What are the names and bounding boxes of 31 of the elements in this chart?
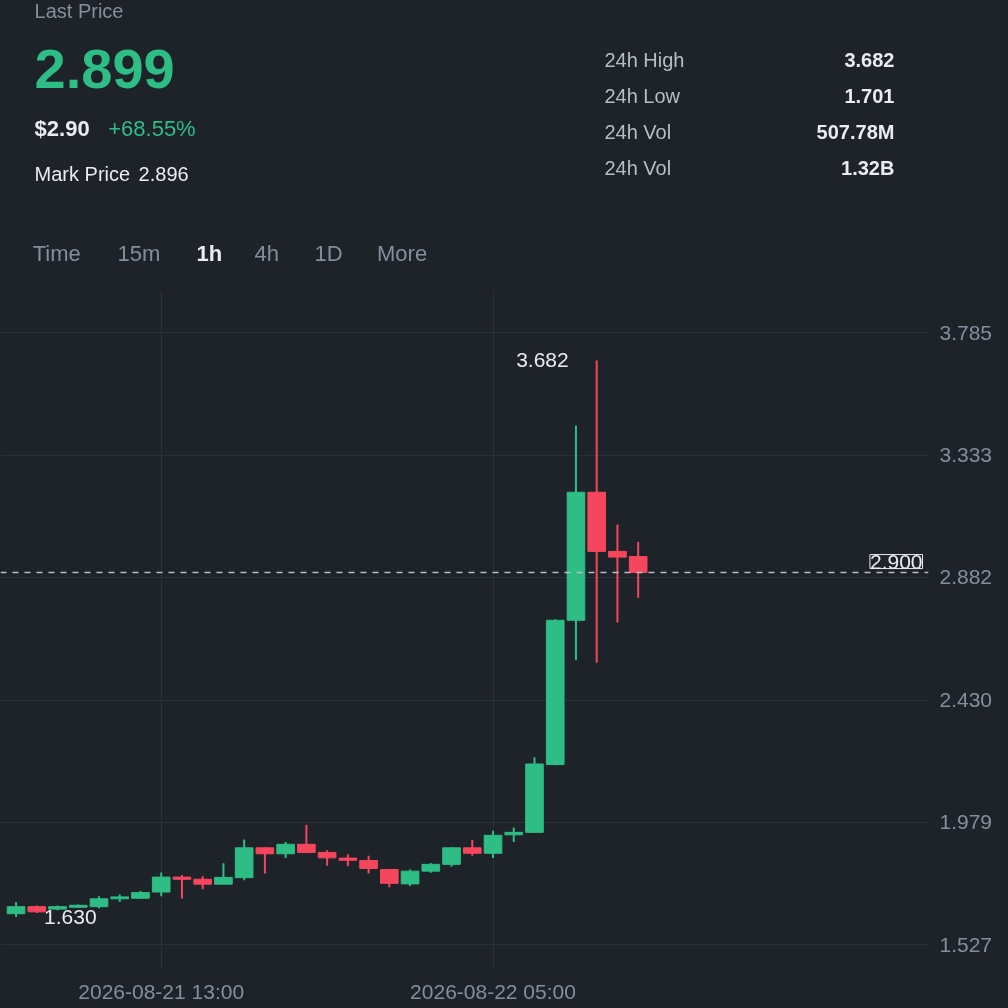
text: 2.896 [138,162,189,185]
text: Last Price [34,0,124,22]
text: 15m [117,241,161,266]
annotation: 3.682 [516,348,569,372]
text: 2.899 [34,36,175,100]
text: 3.682 [844,48,895,71]
text: 24h Vol [604,120,672,143]
text: 1D [314,241,343,266]
y-tick-label: 2.430 [939,688,993,712]
text: 507.78M [816,120,895,143]
text: +68.55% [108,116,196,141]
y-tick-label: 1.979 [939,810,993,834]
text: Time [32,241,81,266]
text: 1h [196,241,223,266]
y-tick-label: 3.785 [939,320,993,344]
text: 1.32B [841,156,895,179]
text: 4h [254,241,280,266]
y-tick-label: 2.882 [939,565,993,589]
y-tick-label: 1.527 [939,932,993,956]
text: 24h Low [604,84,681,107]
annotation: 1.630 [44,904,97,928]
x-tick-label: 2026-08-22 05:00 [410,979,576,1003]
text: More [377,241,428,266]
text: 24h Vol [604,156,672,179]
text: Mark Price [34,162,131,185]
y-tick-label: 3.333 [939,443,993,467]
text: $2.90 [34,116,90,141]
x-tick-label: 2026-08-21 13:00 [78,979,245,1003]
text: 1.701 [844,84,895,107]
text: 24h High [604,48,685,71]
ref-line-label: 2.900 [869,549,923,573]
